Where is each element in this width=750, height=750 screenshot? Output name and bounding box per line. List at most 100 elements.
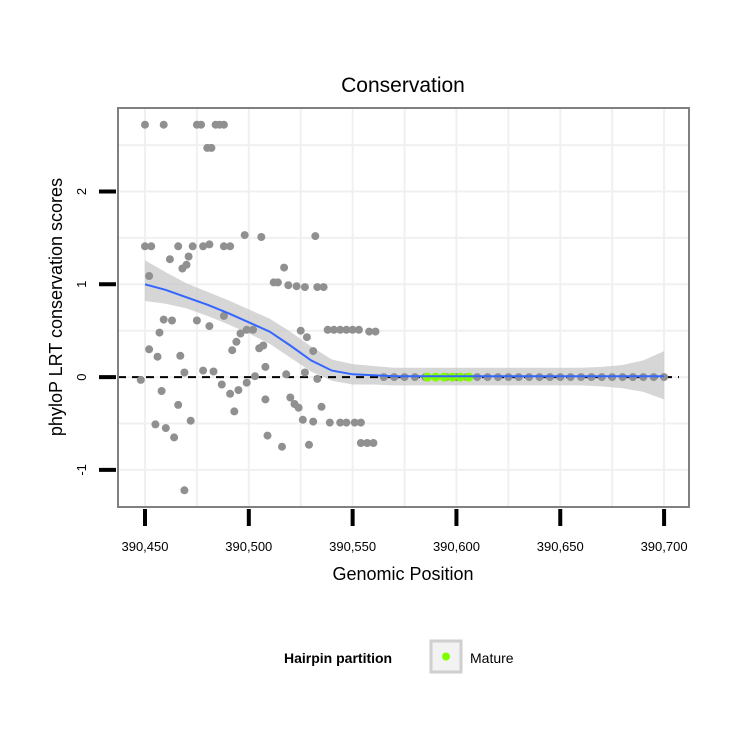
x-axis-title: Genomic Position (332, 564, 473, 584)
data-point (323, 325, 332, 334)
data-point (226, 389, 235, 398)
data-point (232, 337, 241, 346)
data-point (311, 232, 320, 241)
data-point (159, 120, 168, 129)
legend-label-mature: Mature (470, 650, 514, 666)
data-point (348, 325, 357, 334)
legend-title: Hairpin partition (284, 650, 392, 666)
data-point (261, 362, 270, 371)
data-point (294, 403, 303, 412)
data-point (342, 325, 351, 334)
data-point (141, 120, 149, 129)
data-point (363, 439, 372, 447)
data-point (141, 242, 149, 251)
data-point (207, 143, 216, 152)
data-point (170, 433, 179, 442)
data-point (313, 374, 322, 383)
data-point (300, 283, 309, 292)
data-point (184, 252, 193, 261)
data-point (234, 386, 243, 395)
data-point (199, 366, 208, 375)
data-point (240, 231, 249, 240)
data-point (356, 418, 365, 427)
data-point (226, 242, 235, 251)
data-point (249, 325, 257, 334)
data-point (217, 380, 226, 389)
data-point (174, 400, 183, 409)
data-point (342, 418, 351, 427)
data-point (273, 278, 282, 287)
data-point (197, 120, 206, 129)
data-point (280, 263, 289, 272)
data-point (284, 281, 293, 290)
y-axis: -1 0 1 2 (74, 188, 116, 476)
data-point (205, 322, 214, 331)
data-point (228, 346, 237, 355)
data-point (219, 120, 228, 129)
data-point (354, 325, 363, 334)
data-point (186, 416, 195, 425)
data-point (329, 325, 338, 334)
data-point (278, 442, 286, 451)
data-point (317, 402, 326, 411)
x-axis: 390,450 390,500 390,550 390,600 390,650 390,7… (121, 509, 688, 554)
data-point (242, 378, 251, 387)
data-point (292, 282, 301, 291)
data-point (261, 395, 270, 404)
data-point (145, 272, 154, 280)
x-tick-label: 390,700 (641, 539, 688, 554)
plot-panel-frame (117, 107, 690, 508)
data-point (147, 242, 156, 251)
data-point (188, 242, 197, 251)
data-point (251, 372, 259, 381)
data-point (313, 283, 322, 292)
data-point (263, 431, 272, 440)
data-point (236, 329, 245, 338)
data-point (205, 240, 214, 249)
data-point (296, 326, 305, 335)
data-point (242, 325, 251, 334)
x-tick-label: 390,550 (329, 539, 376, 554)
data-point (151, 420, 160, 429)
data-point (230, 407, 239, 416)
chart-title: Conservation (341, 74, 465, 97)
x-tick-label: 390,500 (225, 539, 272, 554)
data-point (159, 315, 168, 324)
data-point (136, 375, 145, 384)
data-point (209, 367, 218, 376)
y-tick-label: -1 (74, 464, 89, 476)
data-point (192, 316, 201, 325)
data-point (282, 370, 291, 379)
data-point (302, 333, 311, 342)
data-point (286, 393, 295, 402)
y-tick-label: 0 (74, 373, 89, 380)
data-point (325, 418, 334, 427)
baseline-point (379, 373, 388, 382)
legend: Hairpin partition Mature (284, 639, 514, 674)
data-point (298, 415, 307, 424)
data-point (309, 347, 318, 356)
data-point (153, 352, 162, 361)
data-point (155, 328, 164, 337)
data-point (219, 311, 228, 320)
x-tick-label: 390,650 (537, 539, 584, 554)
data-point (182, 260, 191, 269)
data-point (157, 387, 166, 395)
data-point (168, 316, 176, 325)
data-point (257, 233, 266, 241)
x-tick-label: 390,600 (433, 539, 480, 554)
data-point (180, 368, 189, 377)
data-point (309, 417, 318, 426)
y-tick-label: 1 (74, 281, 89, 288)
data-point (371, 327, 380, 336)
data-point (219, 242, 228, 251)
data-point (369, 439, 378, 447)
data-point (165, 255, 174, 264)
x-tick-label: 390,450 (121, 539, 168, 554)
data-point (174, 242, 183, 251)
data-point (350, 418, 359, 427)
data-point (199, 242, 208, 251)
data-point (161, 424, 170, 433)
y-tick-label: 2 (74, 188, 89, 195)
